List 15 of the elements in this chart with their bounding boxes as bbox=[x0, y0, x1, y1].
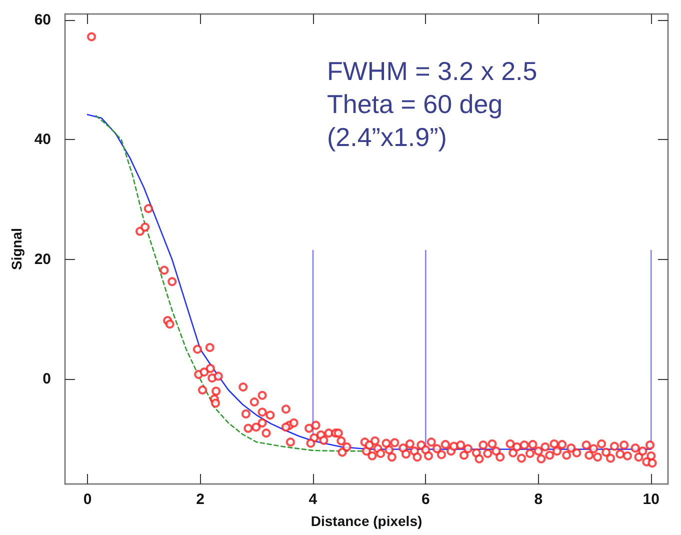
annotation: Theta = 60 deg bbox=[327, 89, 503, 119]
y-tick-label: 20 bbox=[34, 250, 51, 268]
x-tick-label: 2 bbox=[196, 491, 204, 508]
annotation: (2.4”x1.9”) bbox=[327, 122, 447, 152]
annotation: FWHM = 3.2 x 2.5 bbox=[327, 56, 538, 86]
y-tick-label: 0 bbox=[42, 370, 51, 388]
x-axis-title: Distance (pixels) bbox=[310, 513, 422, 529]
x-tick-label: 8 bbox=[534, 491, 543, 508]
x-tick-label: 6 bbox=[422, 491, 430, 508]
x-tick-label: 4 bbox=[308, 491, 318, 508]
y-axis-title: Signal bbox=[8, 228, 24, 270]
x-tick-label: 10 bbox=[642, 491, 660, 508]
y-tick-label: 40 bbox=[34, 131, 51, 148]
x-tick-label: 0 bbox=[83, 491, 92, 508]
y-tick-label: 60 bbox=[34, 11, 51, 28]
